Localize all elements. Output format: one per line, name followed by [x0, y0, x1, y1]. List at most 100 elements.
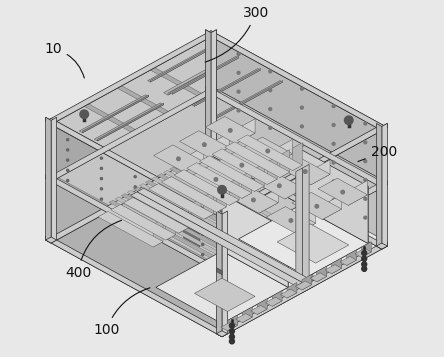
Polygon shape: [46, 31, 217, 125]
Polygon shape: [166, 212, 176, 240]
Polygon shape: [289, 125, 360, 164]
Circle shape: [177, 157, 180, 161]
Circle shape: [315, 205, 319, 208]
Circle shape: [168, 225, 170, 227]
Polygon shape: [194, 278, 255, 312]
Polygon shape: [222, 242, 387, 337]
Circle shape: [202, 253, 204, 256]
Circle shape: [332, 161, 335, 164]
Polygon shape: [268, 114, 339, 152]
Polygon shape: [212, 149, 277, 185]
Circle shape: [362, 251, 367, 256]
Polygon shape: [154, 145, 203, 172]
Polygon shape: [242, 170, 252, 198]
Polygon shape: [170, 56, 238, 94]
Polygon shape: [84, 104, 254, 197]
Polygon shape: [83, 95, 149, 133]
Circle shape: [100, 167, 103, 170]
Polygon shape: [183, 152, 253, 190]
Circle shape: [134, 176, 136, 178]
Polygon shape: [217, 184, 226, 212]
Polygon shape: [210, 133, 229, 158]
Circle shape: [237, 147, 240, 150]
Circle shape: [301, 125, 303, 128]
Polygon shape: [227, 315, 238, 331]
Polygon shape: [311, 160, 330, 185]
Circle shape: [237, 71, 240, 74]
Polygon shape: [111, 205, 176, 240]
Polygon shape: [217, 211, 222, 337]
Polygon shape: [238, 206, 368, 277]
Polygon shape: [151, 44, 217, 82]
Polygon shape: [302, 274, 312, 290]
Polygon shape: [251, 305, 267, 315]
Polygon shape: [217, 268, 222, 275]
Circle shape: [252, 198, 255, 202]
Polygon shape: [287, 282, 297, 298]
Polygon shape: [179, 131, 229, 158]
Polygon shape: [46, 149, 217, 243]
Circle shape: [301, 87, 303, 90]
Polygon shape: [213, 168, 283, 206]
Circle shape: [364, 122, 367, 125]
Circle shape: [67, 139, 69, 141]
Circle shape: [230, 335, 234, 339]
Circle shape: [134, 216, 136, 218]
Circle shape: [237, 109, 240, 112]
Polygon shape: [254, 172, 304, 199]
Polygon shape: [274, 231, 278, 257]
Polygon shape: [94, 103, 163, 141]
Polygon shape: [154, 136, 223, 174]
Polygon shape: [225, 257, 229, 284]
Circle shape: [134, 196, 136, 198]
Polygon shape: [293, 126, 360, 164]
Polygon shape: [187, 163, 252, 198]
Polygon shape: [145, 180, 259, 243]
Polygon shape: [262, 237, 266, 264]
Polygon shape: [46, 237, 57, 243]
Circle shape: [218, 186, 226, 194]
Polygon shape: [163, 170, 278, 233]
Polygon shape: [46, 237, 227, 337]
Polygon shape: [117, 86, 287, 179]
Polygon shape: [226, 91, 297, 130]
Circle shape: [100, 177, 103, 180]
Polygon shape: [257, 299, 267, 315]
Polygon shape: [131, 192, 302, 286]
Polygon shape: [191, 166, 241, 193]
Polygon shape: [347, 250, 357, 266]
Polygon shape: [206, 30, 382, 131]
Circle shape: [230, 329, 234, 334]
Polygon shape: [238, 135, 302, 171]
Polygon shape: [189, 68, 255, 106]
Polygon shape: [202, 160, 268, 198]
Polygon shape: [172, 56, 238, 94]
Circle shape: [237, 90, 240, 93]
Polygon shape: [307, 164, 313, 290]
Polygon shape: [206, 148, 382, 249]
Polygon shape: [296, 168, 302, 286]
Polygon shape: [46, 119, 227, 218]
Circle shape: [168, 204, 170, 206]
Polygon shape: [277, 224, 349, 263]
Polygon shape: [272, 291, 282, 306]
Polygon shape: [355, 248, 371, 257]
Polygon shape: [206, 30, 211, 155]
Polygon shape: [46, 117, 51, 243]
Polygon shape: [302, 164, 309, 282]
Polygon shape: [156, 251, 288, 323]
Polygon shape: [199, 156, 265, 191]
Polygon shape: [124, 119, 193, 157]
Circle shape: [269, 164, 272, 167]
Polygon shape: [109, 200, 223, 263]
Polygon shape: [268, 234, 272, 261]
Polygon shape: [194, 69, 261, 106]
Polygon shape: [247, 154, 267, 178]
Circle shape: [80, 110, 88, 119]
Polygon shape: [192, 69, 261, 106]
Polygon shape: [259, 188, 278, 213]
Polygon shape: [222, 168, 241, 193]
Polygon shape: [217, 151, 267, 178]
Circle shape: [269, 89, 272, 92]
Polygon shape: [377, 243, 387, 249]
